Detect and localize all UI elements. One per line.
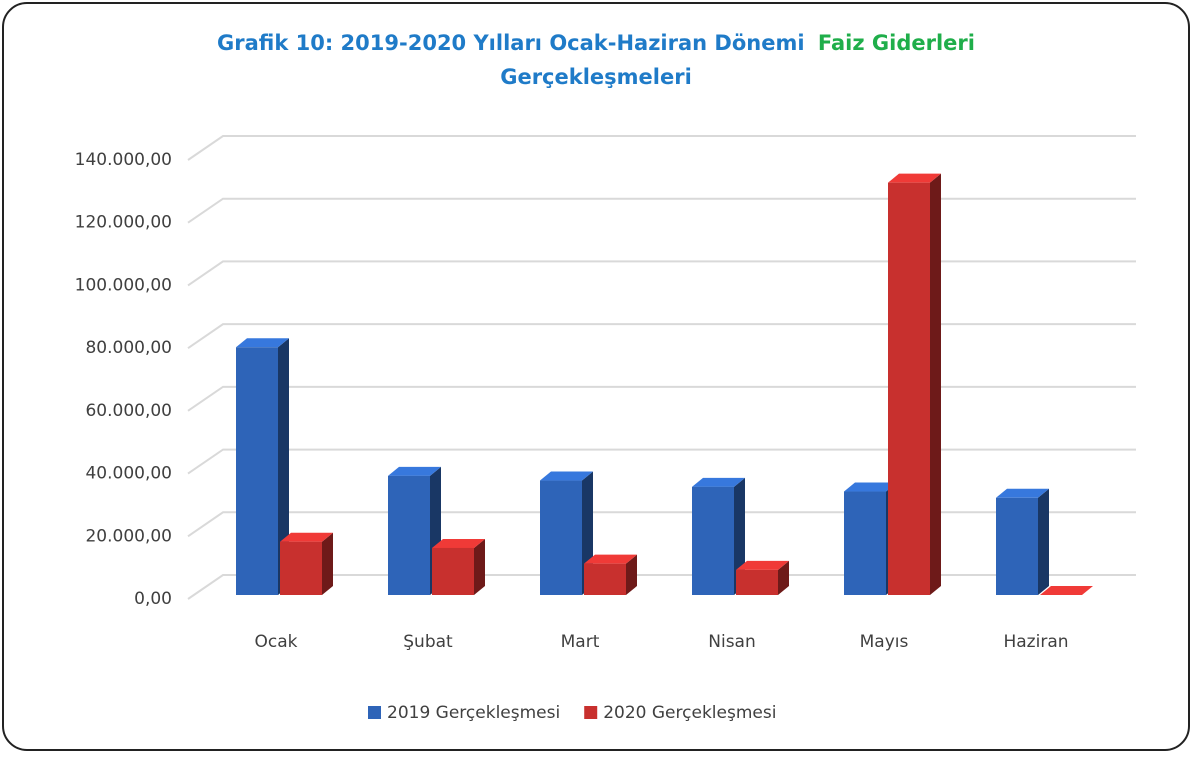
bar-face xyxy=(432,538,485,548)
title-part: Faiz Giderleri xyxy=(818,31,975,55)
bar xyxy=(540,471,593,595)
bar-face xyxy=(996,497,1038,595)
bar xyxy=(432,538,485,595)
bar-face xyxy=(692,477,745,487)
y-tick-label: 140.000,00 xyxy=(75,150,172,170)
x-tick-label: Mart xyxy=(561,632,600,652)
bar xyxy=(736,560,789,595)
y-tick-label: 40.000,00 xyxy=(85,464,172,484)
bar xyxy=(280,532,333,595)
bar-face xyxy=(1040,586,1093,595)
y-tick-label: 60.000,00 xyxy=(85,401,172,421)
bar-face xyxy=(930,173,941,595)
bar-face xyxy=(888,173,941,183)
bar-face xyxy=(236,347,278,595)
y-tick-label: 100.000,00 xyxy=(75,275,172,295)
bar-face xyxy=(474,538,485,595)
bar-face xyxy=(280,532,333,542)
bar-face xyxy=(432,547,474,595)
legend-label: 2019 Gerçekleşmesi xyxy=(387,703,560,723)
bar-face xyxy=(736,569,778,595)
bar-face xyxy=(736,560,789,570)
y-tick-label: 20.000,00 xyxy=(85,526,172,546)
x-tick-label: Ocak xyxy=(255,632,298,652)
legend-swatch xyxy=(368,706,381,719)
grid-line xyxy=(187,511,1136,538)
bar-face xyxy=(626,554,637,595)
bar xyxy=(584,554,637,595)
grid-line xyxy=(187,323,1136,349)
x-tick-label: Haziran xyxy=(1003,632,1068,652)
grid-line xyxy=(187,574,1136,600)
chart-title: Gerçekleşmeleri xyxy=(500,65,692,89)
bar xyxy=(888,173,941,595)
bar xyxy=(996,488,1049,595)
bar-face xyxy=(236,338,289,348)
x-tick-label: Mayıs xyxy=(860,632,909,652)
bar-face xyxy=(888,182,930,595)
bar-face xyxy=(540,480,582,595)
bar-face xyxy=(540,471,593,481)
bar-face xyxy=(388,475,430,595)
grid-line xyxy=(187,260,1136,287)
x-tick-label: Nisan xyxy=(708,632,756,652)
bar-face xyxy=(388,466,441,476)
grid-line xyxy=(187,385,1136,412)
title-part: Grafik 10: 2019-2020 Yılları Ocak-Hazira… xyxy=(217,31,805,55)
bar xyxy=(236,338,289,595)
bar-face xyxy=(280,541,322,595)
bar-face xyxy=(778,560,789,595)
bar-face xyxy=(584,563,626,595)
legend-label: 2020 Gerçekleşmesi xyxy=(603,703,776,723)
y-tick-label: 80.000,00 xyxy=(85,338,172,358)
bar-face xyxy=(278,338,289,595)
y-tick-label: 120.000,00 xyxy=(75,213,172,233)
grid-line xyxy=(187,448,1136,475)
bar-face xyxy=(322,532,333,595)
chart-title: Grafik 10: 2019-2020 Yılları Ocak-Hazira… xyxy=(217,31,975,55)
bar-face xyxy=(844,482,897,492)
bar-face xyxy=(692,486,734,595)
bar xyxy=(1040,586,1093,595)
x-tick-label: Şubat xyxy=(403,632,453,652)
grid-line xyxy=(187,135,1136,161)
bar-face xyxy=(844,491,886,595)
grid-line xyxy=(187,197,1136,224)
legend-swatch xyxy=(584,706,598,719)
bar-face xyxy=(1038,488,1049,595)
bar xyxy=(692,477,745,595)
bar-face xyxy=(996,488,1049,498)
bar-face xyxy=(584,554,637,564)
y-tick-label: 0,00 xyxy=(134,589,172,609)
